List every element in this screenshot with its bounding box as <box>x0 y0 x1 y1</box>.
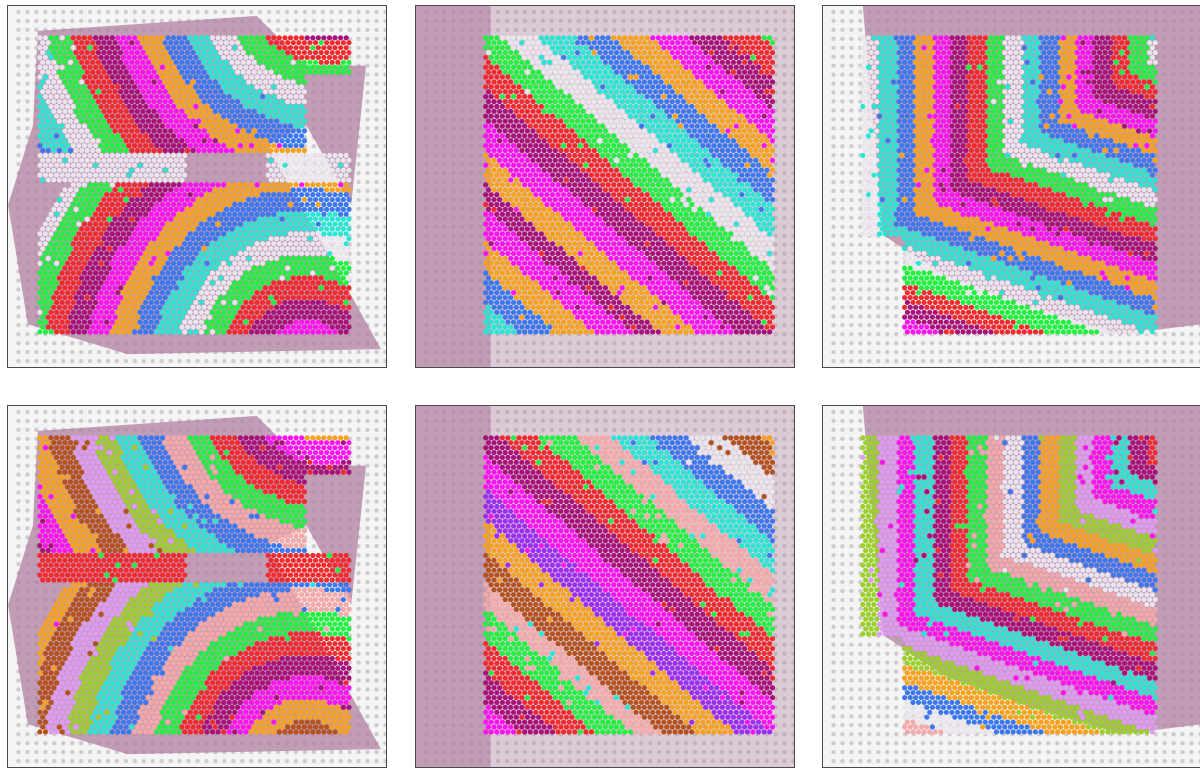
tissue-background <box>416 406 491 767</box>
spatial-cluster-panel-top-middle <box>415 5 795 368</box>
tissue-section-image <box>831 406 1200 764</box>
spatial-cluster-panel-bottom-right <box>822 405 1200 768</box>
spatial-cluster-panel-top-left <box>7 5 387 368</box>
cluster-spots <box>483 435 776 735</box>
tissue-background <box>416 6 491 367</box>
spatial-cluster-panel-top-right <box>822 5 1200 368</box>
cluster-spots <box>860 35 1158 335</box>
spatial-cluster-panel-bottom-middle <box>415 405 795 768</box>
tissue-section-image <box>416 406 794 767</box>
cluster-spots <box>860 435 1158 735</box>
tissue-section-image <box>8 409 386 764</box>
tissue-section-image <box>831 6 1200 364</box>
cluster-spots <box>37 435 352 735</box>
tissue-section-image <box>8 9 386 364</box>
tissue-section-image <box>416 6 794 367</box>
cluster-spots <box>483 35 776 335</box>
spatial-cluster-panel-bottom-left <box>7 405 387 768</box>
cluster-spots <box>37 35 352 335</box>
